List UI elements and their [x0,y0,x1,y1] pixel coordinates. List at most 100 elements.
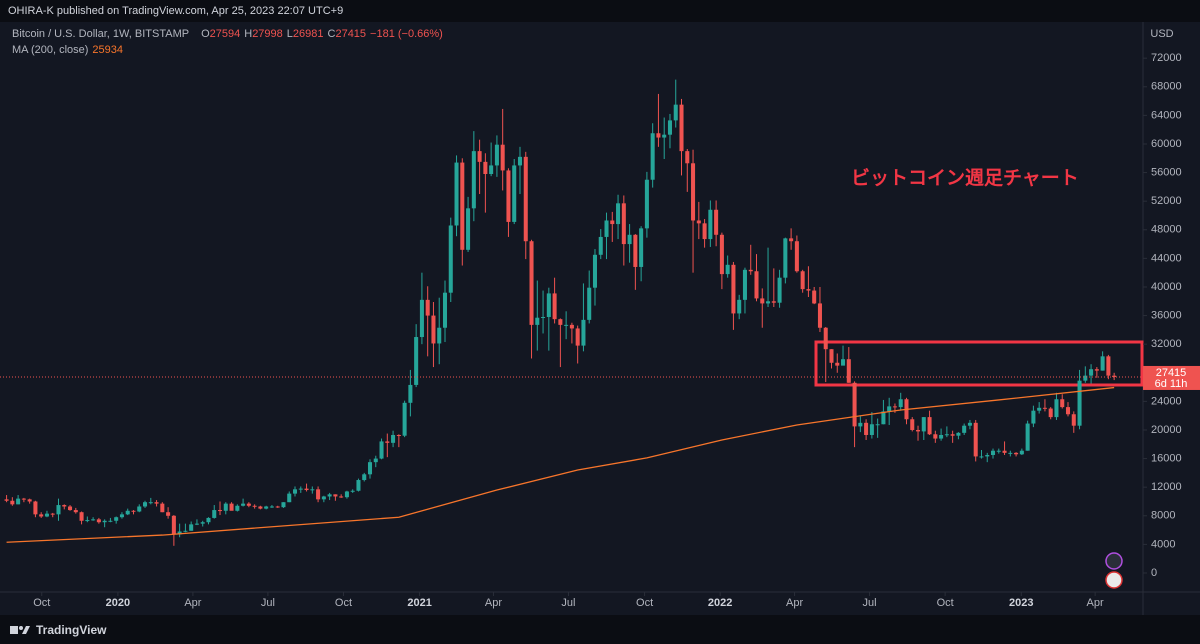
candle [402,400,407,438]
candle-body [662,134,667,138]
candle-body [777,277,782,303]
candle [846,347,851,383]
candle-body [408,384,413,403]
candle [760,288,765,328]
candle-body [921,417,926,432]
candle [794,235,799,273]
candle-body [748,269,753,272]
change-value: −181 (−0.66%) [370,28,443,40]
candle-body [910,419,915,430]
candle [1019,448,1024,456]
candle [650,123,655,188]
x-tick-label: Oct [937,597,954,609]
candle [587,270,592,324]
flag-icon [1105,571,1123,589]
candle-body [529,241,534,325]
candle-body [962,425,967,433]
candle [552,277,557,324]
candle [339,494,344,498]
candle-body [4,499,9,501]
candle-body [235,505,240,511]
candle [829,349,834,369]
candle-body [667,120,672,135]
candle-body [189,524,194,531]
candle-body [91,519,96,521]
candle-body [154,502,159,504]
candle-body [148,502,153,504]
ohlc-label: L [286,28,293,40]
candle [944,426,949,438]
candle-body [725,264,730,275]
candle-body [996,450,1001,452]
candle-body [425,299,430,316]
candle-body [333,494,338,497]
candle [460,158,465,266]
candle-body [967,422,972,426]
candle [967,419,972,430]
candle [1112,372,1117,381]
candle-body [610,220,615,225]
candle-body [696,220,701,224]
candle-body [1089,369,1094,376]
candle [523,151,528,260]
candle [137,504,142,513]
candle [898,392,903,411]
candle [633,234,638,290]
candle [933,430,938,443]
candle [194,519,199,526]
candle-body [1112,375,1117,377]
candle [610,211,615,242]
y-tick-label: 4000 [1151,538,1175,550]
y-tick-label: 12000 [1151,481,1182,493]
candle-body [217,510,223,512]
y-tick-label: 48000 [1151,224,1182,236]
candle [621,195,626,266]
candle [466,196,471,252]
highlight-box [814,340,1144,387]
candle [789,228,794,250]
candle [252,504,257,509]
candle-body [875,424,880,426]
candle [264,505,269,510]
candle-body [223,503,228,511]
candle [702,219,707,248]
candle [246,502,251,508]
candle-body [1025,423,1030,451]
candle-body [916,429,921,432]
candle-body [1031,410,1036,424]
candle [206,517,211,525]
candle [310,486,315,494]
candle [391,430,396,448]
candle-body [119,514,124,518]
candle-body [760,298,765,304]
candle-body [1019,450,1024,455]
candle-body [1106,356,1111,376]
candle-body [535,317,540,325]
y-tick-label: 8000 [1151,510,1175,522]
candle-body [96,519,101,523]
candle-body [506,170,511,222]
candle [558,318,563,368]
candle [771,268,776,307]
candle-body [541,317,546,319]
candle-body [10,500,15,505]
candle [119,512,124,519]
candle-body [373,458,378,463]
candle [166,507,171,519]
candle [143,500,148,508]
y-tick-label: 40000 [1151,281,1182,293]
candle [425,286,430,357]
candle-body [177,531,182,535]
candle [316,486,321,503]
candle [56,498,61,521]
candle-body [933,434,938,439]
x-tick-label: 2023 [1009,597,1033,609]
candle-body [517,156,523,166]
candle-body [927,417,932,435]
candle-body [985,455,990,457]
candle [275,505,280,508]
candle [766,247,771,307]
candle [448,217,453,302]
candle-body [339,496,344,498]
candle-body [275,506,280,508]
